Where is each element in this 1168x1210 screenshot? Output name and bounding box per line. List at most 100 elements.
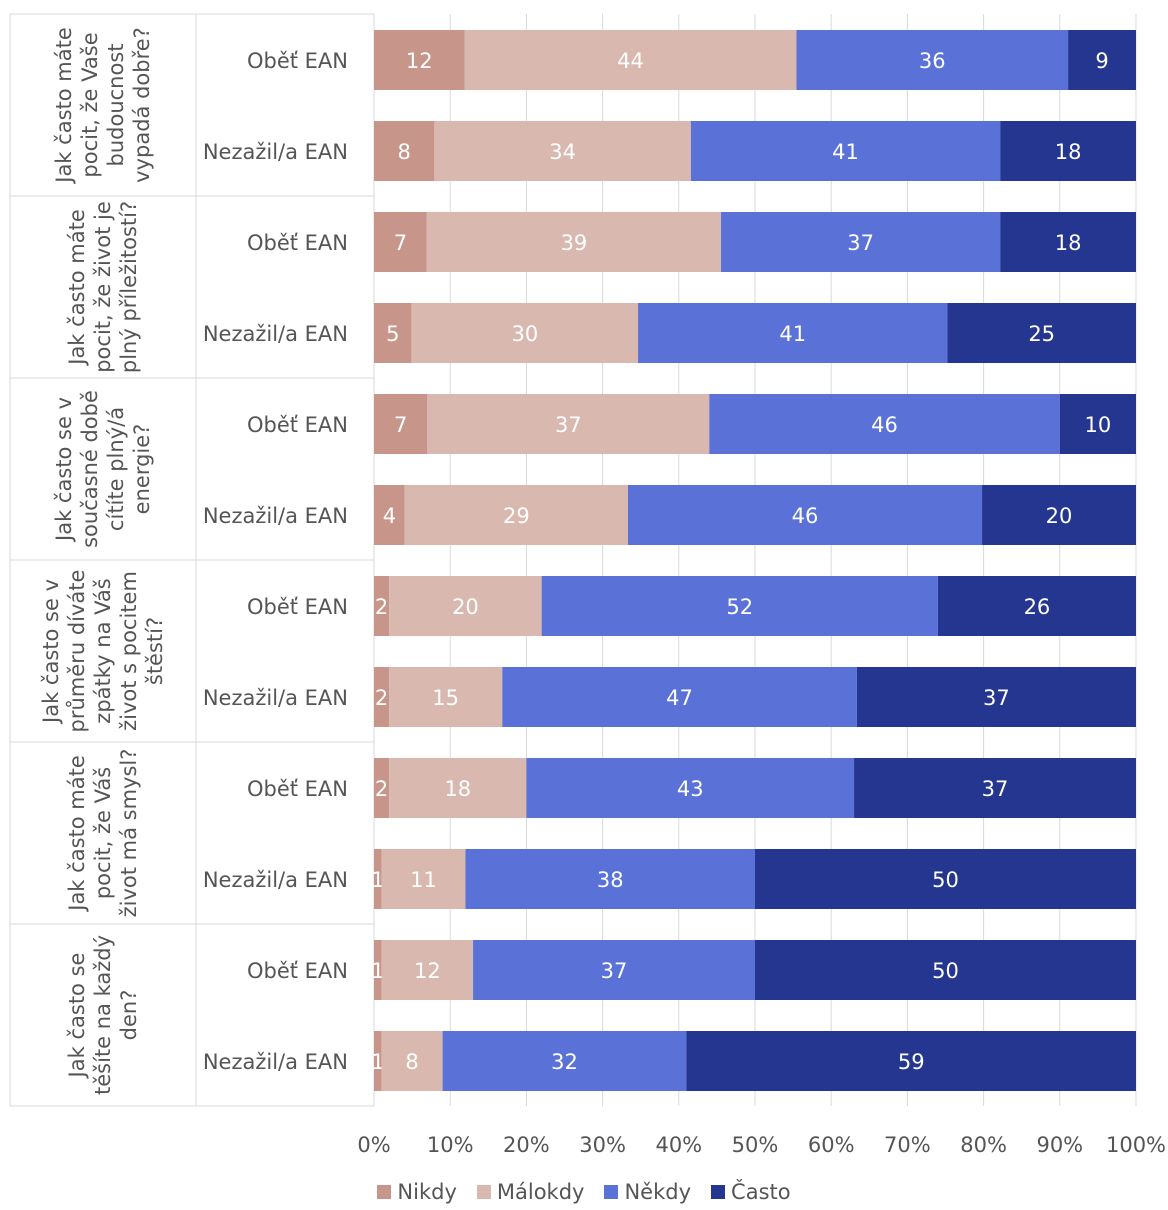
bar-segment-málokdy: [427, 394, 710, 454]
group-label: Jak často mátepocit, že Vašebudoucnostvy…: [52, 27, 154, 185]
data-label: 9: [1095, 49, 1108, 73]
bar-segment-nikdy: [374, 30, 465, 90]
legend-item: Často: [711, 1180, 791, 1204]
data-label: 59: [898, 1050, 925, 1074]
data-label: 26: [1024, 595, 1051, 619]
category-label: Nezažil/a EAN: [203, 140, 348, 164]
bar-segment-někdy: [502, 667, 857, 727]
group-label-line: štěstí?: [143, 617, 167, 685]
category-label: Nezažil/a EAN: [203, 686, 348, 710]
bar-segment-nikdy: [374, 849, 382, 909]
data-label: 41: [779, 322, 806, 346]
group-label-line: budoucnost: [104, 43, 128, 166]
data-label: 37: [555, 413, 582, 437]
data-label: 18: [1055, 231, 1082, 255]
bar-segment-někdy: [526, 758, 855, 818]
group-label-line: Jak často se v: [39, 579, 63, 725]
data-label: 39: [561, 231, 588, 255]
bar-segment-někdy: [709, 394, 1060, 454]
data-label: 37: [847, 231, 874, 255]
bar-segment-málokdy: [426, 212, 722, 272]
category-label: Nezažil/a EAN: [203, 322, 348, 346]
legend-label: Často: [731, 1180, 791, 1204]
bar-segment-málokdy: [434, 121, 691, 181]
bar-segment-často: [755, 849, 1136, 909]
data-label: 29: [503, 504, 530, 528]
data-label: 11: [410, 868, 437, 892]
data-label: 46: [871, 413, 898, 437]
group-label-line: energie?: [130, 424, 154, 515]
legend-label: Nikdy: [397, 1180, 457, 1204]
data-label: 52: [726, 595, 753, 619]
legend-swatch: [711, 1185, 726, 1199]
bar-segment-často: [854, 758, 1136, 818]
bar-segment-málokdy: [381, 1031, 443, 1091]
legend-swatch: [377, 1185, 392, 1199]
data-label: 8: [405, 1050, 418, 1074]
data-label: 4: [383, 504, 396, 528]
category-label: Oběť EAN: [247, 231, 348, 255]
bar-segment-často: [1000, 121, 1136, 181]
stacked-bar-chart: Jak často mátepocit, že Vašebudoucnostvy…: [9, 13, 1166, 1157]
category-label: Oběť EAN: [247, 959, 348, 983]
data-label: 38: [597, 868, 624, 892]
data-label: 50: [932, 868, 959, 892]
category-label: Nezažil/a EAN: [203, 504, 348, 528]
data-label: 36: [919, 49, 946, 73]
legend-item: Někdy: [604, 1180, 691, 1204]
group-label-line: těšíte na každý: [91, 935, 115, 1095]
x-tick-label: 10%: [427, 1133, 474, 1157]
bar-segment-často: [1059, 394, 1136, 454]
category-label: Oběť EAN: [247, 413, 348, 437]
group-label-line: současné době: [78, 390, 102, 548]
category-label: Oběť EAN: [247, 777, 348, 801]
group-label-line: život má smysl?: [117, 749, 141, 918]
bar-segment-někdy: [442, 1031, 687, 1091]
data-label: 32: [551, 1050, 578, 1074]
legend-label: Málokdy: [496, 1180, 585, 1204]
x-tick-label: 50%: [732, 1133, 779, 1157]
bar-segment-často: [1068, 30, 1136, 90]
data-label: 1: [371, 868, 384, 892]
bar-segment-nikdy: [374, 485, 405, 545]
bar-segment-často: [686, 1031, 1136, 1091]
x-tick-label: 70%: [884, 1133, 931, 1157]
group-label-line: pocit, že Vaše: [78, 32, 102, 177]
data-label: 1: [371, 959, 384, 983]
data-label: 18: [444, 777, 471, 801]
data-label: 2: [375, 777, 388, 801]
bar-segment-často: [982, 485, 1136, 545]
bar-segment-málokdy: [389, 758, 527, 818]
bar-segment-nikdy: [374, 1031, 382, 1091]
bar-segment-nikdy: [374, 940, 382, 1000]
data-label: 15: [432, 686, 459, 710]
group-label-line: cítíte plný/á: [104, 407, 128, 531]
group-label-line: pocit, že život je: [91, 201, 115, 373]
data-label: 37: [983, 686, 1010, 710]
group-label-line: Jak často se v: [52, 397, 76, 543]
data-label: 41: [832, 140, 859, 164]
group-label-line: plný příležitostí?: [117, 201, 141, 373]
category-label: Nezažil/a EAN: [203, 1050, 348, 1074]
group-label-line: zpátky na Váš: [91, 578, 115, 723]
bar-segment-někdy: [465, 849, 755, 909]
x-tick-label: 80%: [960, 1133, 1007, 1157]
bar-segment-málokdy: [389, 576, 542, 636]
bar-segment-málokdy: [381, 940, 474, 1000]
data-label: 2: [375, 595, 388, 619]
bar-segment-často: [856, 667, 1136, 727]
data-label: 37: [601, 959, 628, 983]
data-label: 37: [982, 777, 1009, 801]
bar-segment-někdy: [796, 30, 1069, 90]
data-label: 7: [394, 231, 407, 255]
category-label: Oběť EAN: [247, 595, 348, 619]
data-label: 43: [677, 777, 704, 801]
data-label: 25: [1028, 322, 1055, 346]
bar-segment-často: [1000, 212, 1136, 272]
data-label: 12: [414, 959, 441, 983]
group-label-line: Jak často máte: [65, 209, 89, 367]
data-label: 8: [397, 140, 410, 164]
x-tick-label: 40%: [655, 1133, 702, 1157]
data-label: 20: [452, 595, 479, 619]
data-label: 5: [386, 322, 399, 346]
